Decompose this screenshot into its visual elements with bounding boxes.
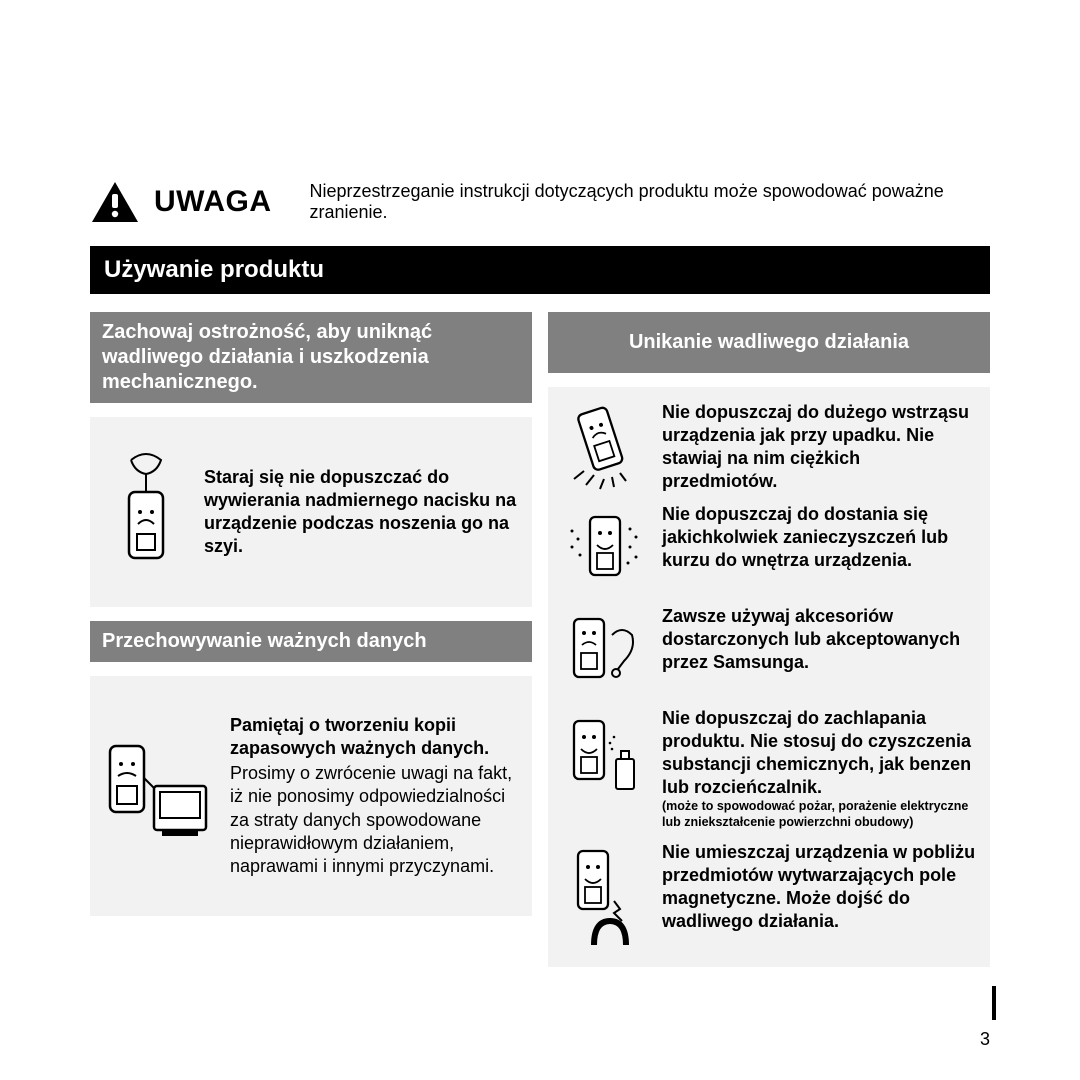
warning-triangle-icon [90, 180, 140, 224]
left-bar-2: Przechowywanie ważnych danych [90, 621, 532, 662]
right-r4: Nie dopuszczaj do zachlapania produktu. … [662, 707, 976, 799]
left-card-1: Staraj się nie dopuszczać do wywierania … [90, 417, 532, 607]
right-card: Nie dopuszczaj do dużego wstrząsu urządz… [548, 387, 990, 967]
right-r3: Zawsze używaj akcesoriów dostarczonych l… [662, 605, 976, 674]
page-side-mark [992, 986, 996, 1020]
neck-pressure-icon [104, 452, 188, 572]
shock-drop-icon [562, 401, 646, 493]
left-card-2: Pamiętaj o tworzeniu kopii zapasowych wa… [90, 676, 532, 916]
right-r2: Nie dopuszczaj do dostania się jakichkol… [662, 503, 976, 572]
warning-word: UWAGA [154, 185, 272, 219]
right-column: Unikanie wadliwego działania [548, 312, 990, 967]
dust-icon [562, 503, 646, 595]
warning-header: UWAGA Nieprzestrzeganie instrukcji dotyc… [90, 180, 990, 224]
liquid-chemical-icon [562, 707, 646, 811]
left-column: Zachowaj ostrożność, aby uniknąć wadliwe… [90, 312, 532, 967]
left-card-2-bold: Pamiętaj o tworzeniu kopii zapasowych wa… [230, 714, 518, 760]
right-r4-note: (może to spowodować pożar, porażenie ele… [662, 799, 976, 830]
right-r5: Nie umieszczaj urządzenia w pobliżu prze… [662, 841, 976, 933]
right-bar: Unikanie wadliwego działania [548, 312, 990, 373]
section-title: Używanie produktu [90, 246, 990, 294]
left-card-2-reg: Prosimy o zwrócenie uwagi na fakt, iż ni… [230, 762, 518, 877]
left-bar-1: Zachowaj ostrożność, aby uniknąć wadliwe… [90, 312, 532, 403]
right-r4-block: Nie dopuszczaj do zachlapania produktu. … [662, 707, 976, 830]
left-card-1-text: Staraj się nie dopuszczać do wywierania … [204, 466, 518, 558]
right-r1: Nie dopuszczaj do dużego wstrząsu urządz… [662, 401, 976, 493]
backup-icon [104, 726, 214, 866]
warning-text: Nieprzestrzeganie instrukcji dotyczących… [310, 181, 991, 223]
page-number: 3 [980, 1029, 990, 1050]
left-card-2-text: Pamiętaj o tworzeniu kopii zapasowych wa… [230, 714, 518, 877]
magnet-icon [562, 841, 646, 953]
accessories-icon [562, 605, 646, 697]
